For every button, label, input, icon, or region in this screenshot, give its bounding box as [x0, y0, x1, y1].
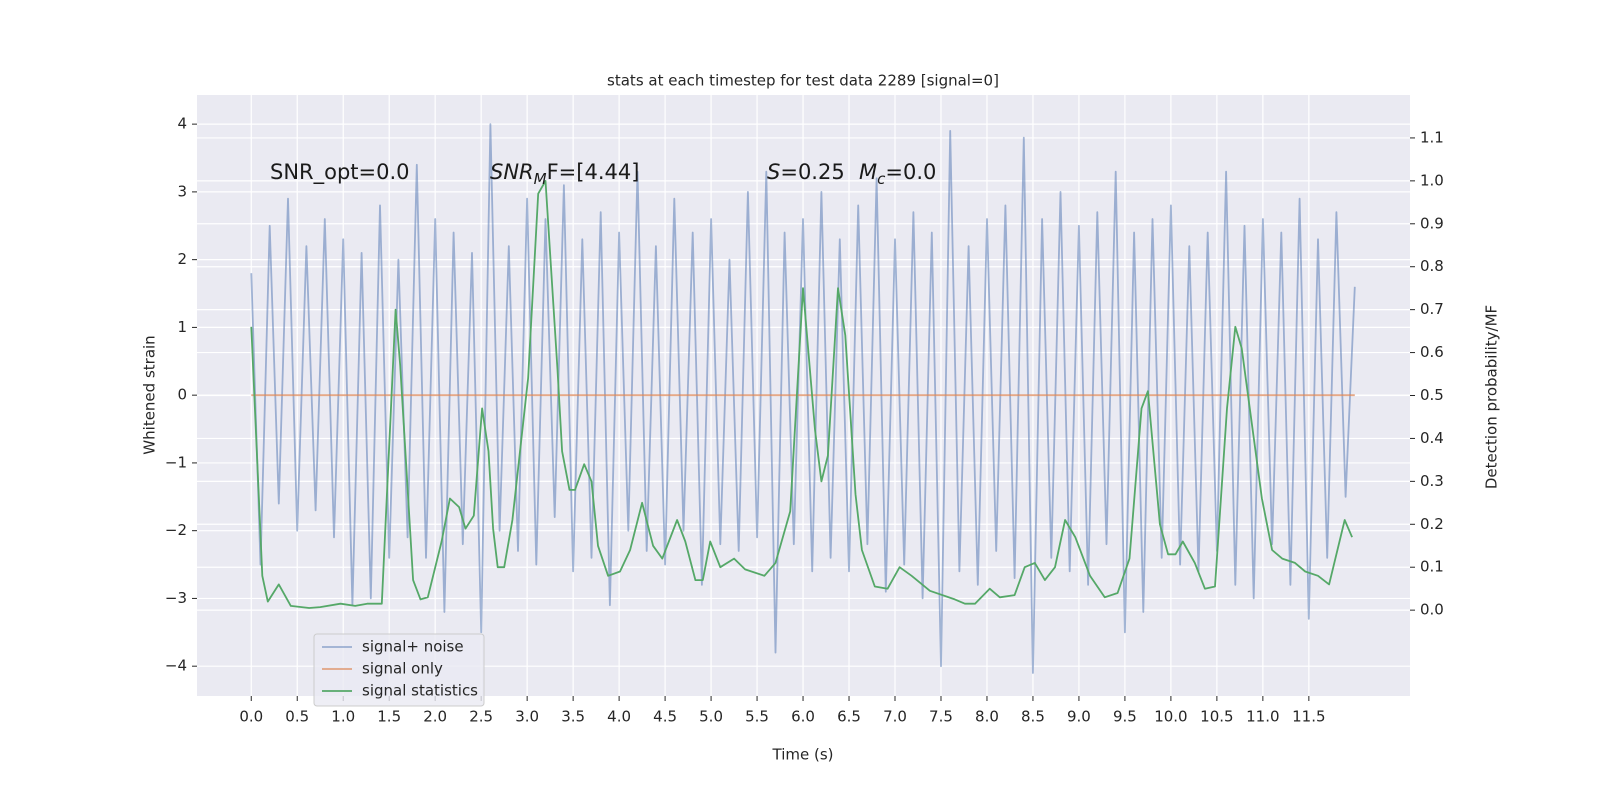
y2-tick-label: 0.9: [1420, 214, 1444, 232]
x-tick-label: 2.5: [469, 708, 493, 726]
series-line: [250, 123, 1356, 674]
y-tick-label: −2: [165, 521, 187, 539]
y-tick-label: 4: [177, 115, 187, 133]
y2-tick-label: 0.4: [1420, 429, 1444, 447]
annotation-part: M: [534, 170, 547, 188]
annotation-part: SNR: [490, 160, 534, 184]
annotation-part: S: [767, 160, 780, 184]
x-tick-label: 9.0: [1067, 708, 1091, 726]
annotation-part: F=[4.44]: [547, 160, 640, 184]
x-tick-label: 4.5: [653, 708, 677, 726]
x-tick-label: 2.0: [423, 708, 447, 726]
annotation: Mc=0.0: [859, 160, 936, 188]
annotation: S=0.25: [767, 160, 845, 184]
x-tick-label: 7.5: [929, 708, 953, 726]
legend: signal+ noise signal only signal statistic…: [313, 633, 485, 707]
x-tick-label: 0.0: [239, 708, 263, 726]
y2-axis-label: Detection probability/MF: [1483, 305, 1501, 489]
legend-box: [313, 633, 485, 707]
x-tick-label: 6.5: [837, 708, 861, 726]
y-tick-label: −3: [165, 589, 187, 607]
y2-tick-label: 0.1: [1420, 558, 1444, 576]
annotation-part: M: [859, 160, 877, 184]
y-tick-label: −4: [165, 657, 187, 675]
annotation: SNR_opt=0.0: [270, 160, 410, 185]
y2-tick-label: 0.0: [1420, 601, 1444, 619]
y2-tick-label: 1.0: [1420, 171, 1444, 189]
y2-tick-label: 0.2: [1420, 515, 1444, 533]
x-tick-label: 0.5: [285, 708, 309, 726]
y2-tick-label: 1.1: [1420, 128, 1444, 146]
y2-tick-label: 0.6: [1420, 343, 1444, 361]
y-tick-label: 0: [177, 386, 187, 404]
x-tick-label: 5.5: [745, 708, 769, 726]
legend-label: signal+ noise: [362, 638, 464, 656]
x-tick-label: 8.5: [1021, 708, 1045, 726]
x-tick-label: 4.0: [607, 708, 631, 726]
x-tick-label: 1.0: [331, 708, 355, 726]
chart-title: stats at each timestep for test data 228…: [607, 72, 999, 90]
annotation-part: =0.0: [885, 160, 936, 184]
x-tick-label: 10.0: [1154, 708, 1187, 726]
legend-label: signal statistics: [362, 682, 478, 700]
annotation: SNRMF=[4.44]: [490, 160, 639, 188]
x-tick-label: 9.5: [1113, 708, 1137, 726]
y-tick-label: 1: [177, 318, 187, 336]
annotation-part: SNR_opt=0.0: [270, 160, 410, 185]
y-tick-label: 2: [177, 250, 187, 268]
annotation-part: c: [877, 170, 886, 188]
x-tick-label: 1.5: [377, 708, 401, 726]
x-tick-label: 6.0: [791, 708, 815, 726]
x-tick-label: 5.0: [699, 708, 723, 726]
x-tick-label: 7.0: [883, 708, 907, 726]
annotation-part: =0.25: [780, 160, 844, 184]
x-axis-label: Time (s): [772, 746, 834, 764]
y-tick-label: −1: [165, 453, 187, 471]
y2-tick-label: 0.5: [1420, 386, 1444, 404]
x-tick-label: 11.0: [1246, 708, 1279, 726]
y2-tick-label: 0.8: [1420, 257, 1444, 275]
x-tick-label: 11.5: [1292, 708, 1325, 726]
y2-tick-label: 0.3: [1420, 472, 1444, 490]
y2-tick-label: 0.7: [1420, 300, 1444, 318]
x-tick-label: 3.5: [561, 708, 585, 726]
legend-label: signal only: [362, 660, 443, 678]
x-tick-label: 8.0: [975, 708, 999, 726]
x-tick-label: 3.0: [515, 708, 539, 726]
x-tick-label: 10.5: [1200, 708, 1233, 726]
series-line: [250, 180, 1353, 609]
y-axis-label: Whitened strain: [141, 335, 159, 454]
y-tick-label: 3: [177, 182, 187, 200]
